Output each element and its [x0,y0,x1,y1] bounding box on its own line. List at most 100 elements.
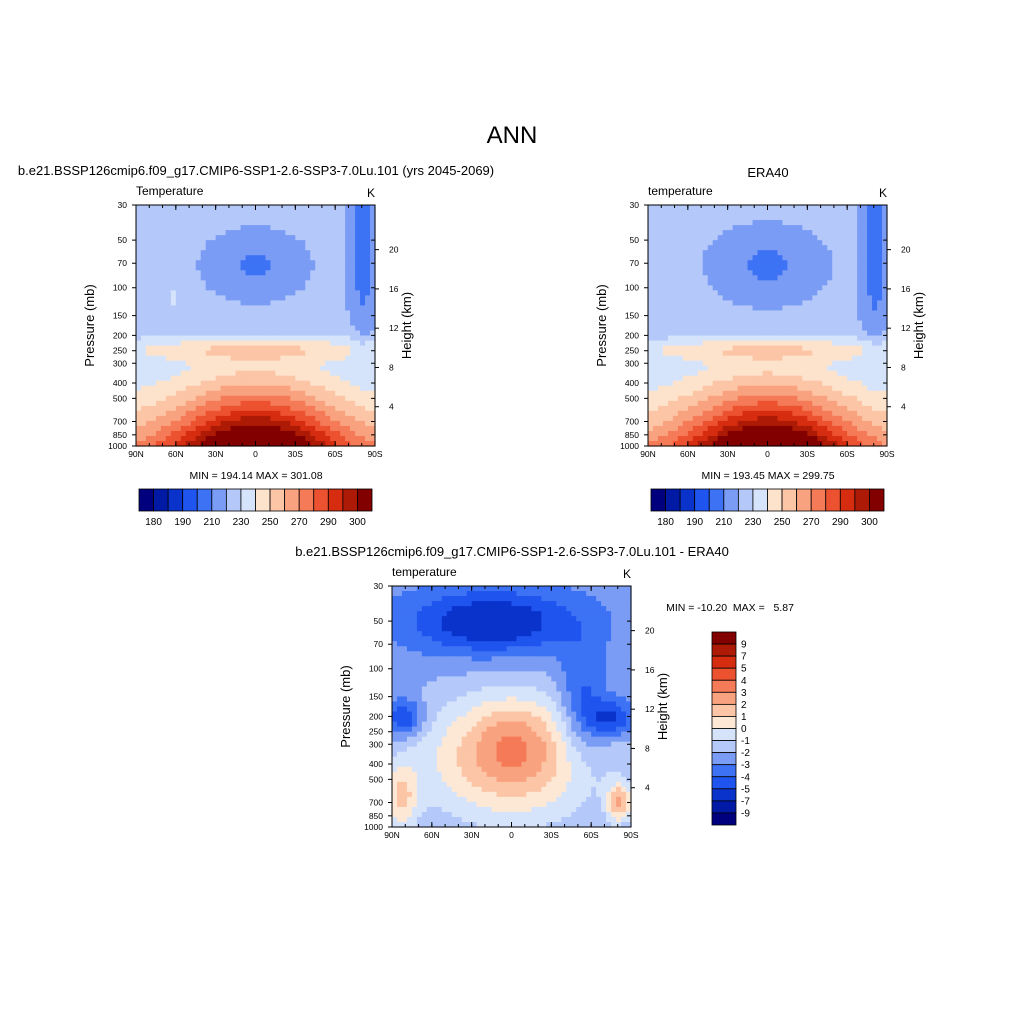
contour-cell [355,410,361,417]
contour-cell [797,260,803,266]
contour-cell [652,415,659,422]
contour-cell [325,325,331,332]
contour-cell [757,420,764,427]
contour-cell [877,310,883,317]
contour-cell [230,210,237,216]
contour-cell [852,435,858,442]
contour-cell [687,390,694,397]
contour-cell [200,305,207,312]
contour-cell [260,235,267,241]
contour-cell [200,415,207,422]
contour-cell [827,330,833,337]
contour-cell [175,385,182,392]
contour-cell [762,255,769,261]
contour-cell [857,345,863,352]
contour-cell [677,390,684,397]
contour-cell [305,340,311,347]
contour-cell [802,440,808,447]
contour-cell [136,435,142,442]
contour-cell [872,410,878,417]
contour-cell [652,275,659,281]
contour-cell [180,410,187,417]
contour-cell [160,305,167,312]
contour-cell [652,425,659,432]
contour-cell [310,295,316,301]
contour-cell [862,255,868,261]
contour-cell [712,315,719,322]
contour-cell [392,751,398,758]
contour-cell [677,310,684,317]
contour-cell [305,385,311,392]
contour-cell [687,325,694,332]
contour-cell [767,245,774,251]
contour-cell [370,300,376,307]
contour-cell [185,435,192,442]
contour-cell [747,410,754,417]
contour-cell [370,265,376,271]
contour-cell [682,360,689,367]
contour-cell [315,275,321,281]
contour-cell [305,225,311,231]
contour-cell [672,340,679,347]
contour-cell [355,400,361,407]
contour-cell [365,380,371,387]
contour-cell [330,370,336,377]
contour-cell [762,365,769,372]
contour-cell [822,290,828,296]
contour-cell [872,305,878,312]
contour-cell [847,410,853,417]
contour-cell [662,355,669,362]
contour-cell [717,335,724,342]
contour-cell [160,385,167,392]
contour-cell [345,330,351,337]
contour-cell [757,345,764,352]
contour-cell [877,275,883,281]
contour-cell [270,350,277,357]
contour-cell [245,205,252,211]
contour-cell [842,240,848,246]
contour-cell [220,410,227,417]
contour-cell [662,360,669,367]
contour-cell [807,270,813,276]
contour-cell [180,290,187,296]
contour-cell [250,365,257,372]
contour-cell [240,210,247,216]
contour-cell [822,215,828,221]
contour-cell [165,420,172,427]
y-tick-label: 70 [118,258,128,268]
contour-cell [136,270,142,276]
contour-cell [867,410,873,417]
contour-cell [255,305,262,312]
contour-cell [707,275,714,281]
contour-cell [240,390,247,397]
contour-cell [802,400,808,407]
contour-cell [812,330,818,337]
contour-cell [857,330,863,337]
contour-cell [737,390,744,397]
contour-cell [652,250,659,256]
contour-cell [180,400,187,407]
contour-cell [867,380,873,387]
contour-cell [867,400,873,407]
contour-cell [365,395,371,402]
colorbar-swatch [854,488,870,512]
contour-cell [350,430,356,437]
contour-cell [767,340,774,347]
contour-cell [737,230,744,236]
contour-cell [245,345,252,352]
contour-cell [195,210,202,216]
contour-cell [270,410,277,417]
contour-cell [857,210,863,216]
contour-cell [155,300,162,307]
contour-cell [727,395,734,402]
contour-cell [722,235,729,241]
contour-cell [315,320,321,327]
contour-cell [702,380,709,387]
contour-cell [265,260,272,266]
contour-cell [867,365,873,372]
contour-cell [360,240,366,246]
contour-cell [240,410,247,417]
contour-cell [872,350,878,357]
contour-cell [350,290,356,296]
contour-cell [270,425,277,432]
